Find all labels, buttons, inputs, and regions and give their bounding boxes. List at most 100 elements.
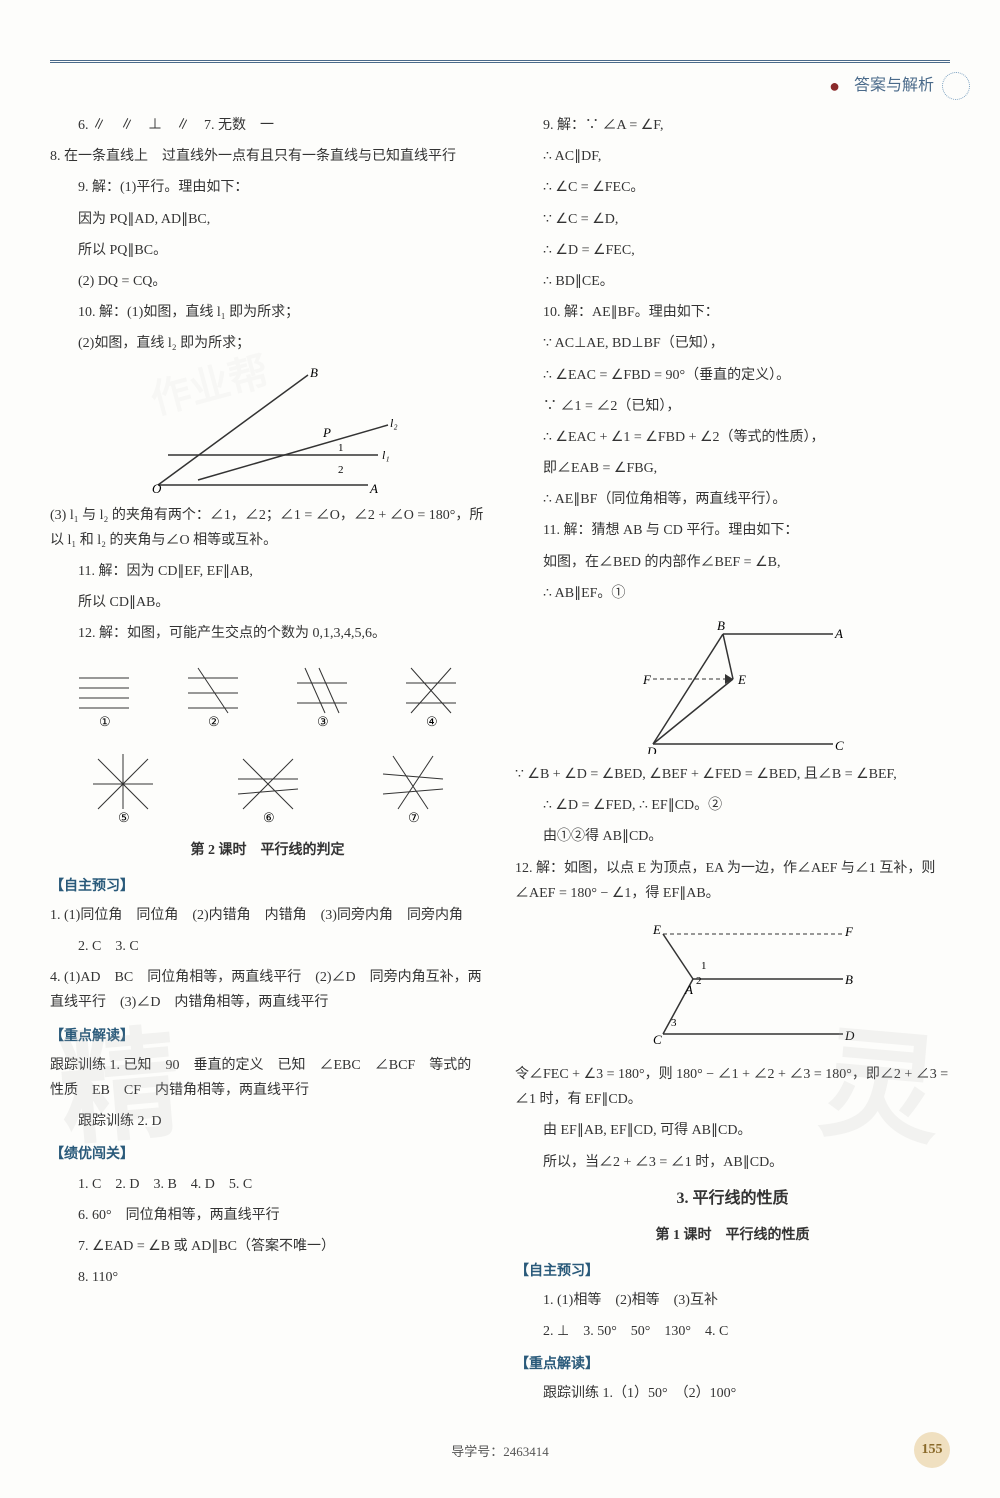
- rzhongdian-title: 【重点解读】: [515, 1352, 950, 1377]
- label-P: P: [322, 425, 331, 440]
- header-title: 答案与解析: [854, 72, 934, 101]
- svg-text:3: 3: [671, 1017, 677, 1029]
- r10f: 即∠EAB = ∠FBG,: [515, 456, 950, 481]
- label-O: O: [152, 481, 162, 495]
- z2: 2. C 3. C: [50, 934, 485, 959]
- ans-10c: (3) l₁ 与 l₂ 的夹角有两个：∠1，∠2；∠1 = ∠O，∠2 + ∠O…: [50, 503, 485, 553]
- mini-d2: ②: [178, 658, 248, 728]
- svg-text:A: A: [834, 626, 843, 641]
- r9c: ∴ ∠C = ∠FEC。: [515, 175, 950, 200]
- ans-9b: 因为 PQ∥AD, AD∥BC,: [50, 207, 485, 232]
- svg-text:②: ②: [208, 714, 220, 728]
- ans-8: 8. 在一条直线上 过直线外一点有且只有一条直线与已知直线平行: [50, 144, 485, 169]
- r11e: ∴ ∠D = ∠FED, ∴ EF∥CD。②: [515, 793, 950, 818]
- label-angle1: 1: [338, 442, 344, 454]
- footer-guide: 导学号：2463414: [451, 1440, 549, 1463]
- ans-9a: 9. 解：(1)平行。理由如下：: [50, 175, 485, 200]
- r10d: ∵ ∠1 = ∠2（已知），: [515, 394, 950, 419]
- mini-diagrams-row1: ① ② ③ ④: [50, 654, 485, 732]
- r11c: ∴ AB∥EF。①: [515, 581, 950, 606]
- svg-text:③: ③: [317, 714, 329, 728]
- r11b: 如图，在∠BED 的内部作∠BEF = ∠B,: [515, 550, 950, 575]
- r9a: 9. 解：∵ ∠A = ∠F,: [515, 113, 950, 138]
- r12a: 12. 解：如图，以点 E 为顶点，EA 为一边，作∠AEF 与∠1 互补，则∠…: [515, 856, 950, 906]
- right-column: 9. 解：∵ ∠A = ∠F, ∴ AC∥DF, ∴ ∠C = ∠FEC。 ∵ …: [515, 113, 950, 1413]
- zizhu-title: 【自主预习】: [50, 874, 485, 899]
- r10a: 10. 解：AE∥BF。理由如下：: [515, 300, 950, 325]
- section2-title: 第 2 课时 平行线的判定: [50, 838, 485, 863]
- svg-text:1: 1: [701, 960, 707, 972]
- gz1: 跟踪训练 1. 已知 90 垂直的定义 已知 ∠EBC ∠BCF 等式的性质 E…: [50, 1053, 485, 1103]
- r12c: 由 EF∥AB, EF∥CD, 可得 AB∥CD。: [515, 1118, 950, 1143]
- label-l1: l₁: [382, 448, 390, 462]
- svg-text:⑤: ⑤: [118, 810, 130, 824]
- diagram-ef-ab-cd: E F A B C D 1 2 3: [593, 914, 873, 1054]
- page-number: 155: [914, 1432, 950, 1468]
- r11a: 11. 解：猜想 AB 与 CD 平行。理由如下：: [515, 518, 950, 543]
- mini-d3: ③: [287, 658, 357, 728]
- svg-text:D: D: [646, 744, 657, 754]
- ans-11a: 11. 解：因为 CD∥EF, EF∥AB,: [50, 559, 485, 584]
- ans-9d: (2) DQ = CQ。: [50, 269, 485, 294]
- r9f: ∴ BD∥CE。: [515, 269, 950, 294]
- svg-text:D: D: [844, 1028, 855, 1043]
- jy1: 1. C 2. D 3. B 4. D 5. C: [50, 1172, 485, 1197]
- ans-6-7: 6. ∥ ∥ ⊥ ∥ 7. 无数 一: [50, 113, 485, 138]
- diagram-lines-l1-l2: O A B P l₁ l₂ 1 2: [138, 365, 398, 495]
- r10b: ∵ AC⊥AE, BD⊥BF（已知），: [515, 331, 950, 356]
- ans-12: 12. 解：如图，可能产生交点的个数为 0,1,3,4,5,6。: [50, 621, 485, 646]
- r11d: ∵ ∠B + ∠D = ∠BED, ∠BEF + ∠FED = ∠BED, 且∠…: [515, 762, 950, 787]
- gz2: 跟踪训练 2. D: [50, 1109, 485, 1134]
- svg-text:C: C: [653, 1032, 662, 1047]
- label-B: B: [310, 365, 318, 380]
- rz2: 2. ⊥ 3. 50° 50° 130° 4. C: [515, 1319, 950, 1344]
- label-A: A: [369, 481, 378, 495]
- jy6: 6. 60° 同位角相等，两直线平行: [50, 1203, 485, 1228]
- r9d: ∵ ∠C = ∠D,: [515, 207, 950, 232]
- bullet-icon: ●: [829, 70, 840, 102]
- rzizhu-title: 【自主预习】: [515, 1259, 950, 1284]
- zhongdian-title: 【重点解读】: [50, 1024, 485, 1049]
- jy7: 7. ∠EAD = ∠B 或 AD∥BC（答案不唯一）: [50, 1234, 485, 1259]
- ans-10b: (2)如图，直线 l₂ 即为所求；: [50, 331, 485, 356]
- r9b: ∴ AC∥DF,: [515, 144, 950, 169]
- r9e: ∴ ∠D = ∠FEC,: [515, 238, 950, 263]
- jy8: 8. 110°: [50, 1265, 485, 1290]
- svg-text:⑦: ⑦: [408, 810, 420, 824]
- diagram-abef-dc: B A F E D C: [613, 614, 853, 754]
- mini-d6: ⑥: [228, 744, 308, 824]
- label-l2: l₂: [390, 416, 398, 430]
- svg-text:B: B: [717, 618, 725, 633]
- header-deco-icon: [942, 72, 970, 100]
- r10g: ∴ AE∥BF（同位角相等，两直线平行）。: [515, 487, 950, 512]
- section3-sub: 第 1 课时 平行线的性质: [515, 1223, 950, 1248]
- label-angle2: 2: [338, 464, 344, 476]
- jiyou-title: 【绩优闯关】: [50, 1142, 485, 1167]
- z4: 4. (1)AD BC 同位角相等，两直线平行 (2)∠D 同旁内角互补，两直线…: [50, 965, 485, 1015]
- svg-text:F: F: [844, 924, 854, 939]
- mini-d7: ⑦: [373, 744, 453, 824]
- section3-title: 3. 平行线的性质: [515, 1185, 950, 1214]
- r10e: ∴ ∠EAC + ∠1 = ∠FBD + ∠2（等式的性质），: [515, 425, 950, 450]
- mini-diagrams-row2: ⑤ ⑥ ⑦: [50, 740, 485, 828]
- header-divider: [50, 60, 950, 63]
- svg-text:B: B: [845, 972, 853, 987]
- r11f: 由①②得 AB∥CD。: [515, 824, 950, 849]
- rz1: 1. (1)相等 (2)相等 (3)互补: [515, 1288, 950, 1313]
- svg-text:①: ①: [99, 714, 111, 728]
- svg-text:E: E: [652, 922, 661, 937]
- left-column: 6. ∥ ∥ ⊥ ∥ 7. 无数 一 8. 在一条直线上 过直线外一点有且只有一…: [50, 113, 485, 1413]
- content-columns: 6. ∥ ∥ ⊥ ∥ 7. 无数 一 8. 在一条直线上 过直线外一点有且只有一…: [50, 113, 950, 1413]
- svg-text:2: 2: [696, 975, 702, 987]
- svg-text:E: E: [737, 672, 746, 687]
- svg-text:④: ④: [426, 714, 438, 728]
- ans-10a: 10. 解：(1)如图，直线 l₁ 即为所求；: [50, 300, 485, 325]
- rgz1: 跟踪训练 1.（1）50° （2）100°: [515, 1381, 950, 1406]
- ans-11b: 所以 CD∥AB。: [50, 590, 485, 615]
- svg-text:⑥: ⑥: [263, 810, 275, 824]
- mini-d4: ④: [396, 658, 466, 728]
- mini-d5: ⑤: [83, 744, 163, 824]
- r12b: 令∠FEC + ∠3 = 180°，则 180° − ∠1 + ∠2 + ∠3 …: [515, 1062, 950, 1112]
- svg-text:F: F: [642, 672, 652, 687]
- z1: 1. (1)同位角 同位角 (2)内错角 内错角 (3)同旁内角 同旁内角: [50, 903, 485, 928]
